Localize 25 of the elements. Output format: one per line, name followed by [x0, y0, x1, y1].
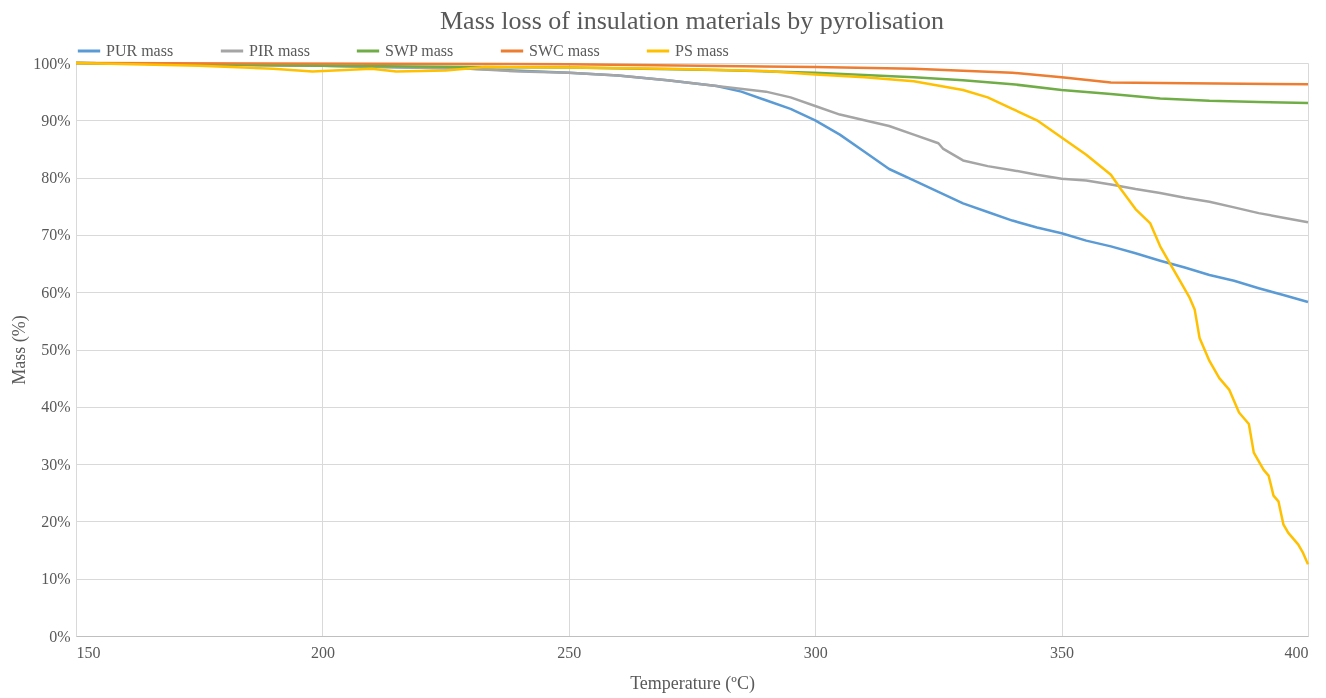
x-tick-label: 200: [310, 643, 335, 661]
x-tick-label: 300: [803, 643, 828, 661]
x-tick-label: 150: [76, 643, 101, 661]
legend-label: SWP mass: [385, 42, 454, 59]
x-tick-label: 350: [1050, 643, 1075, 661]
y-tick-label: 90%: [41, 111, 71, 129]
y-tick-label: 10%: [41, 570, 71, 588]
legend-label: PUR mass: [106, 42, 174, 59]
y-tick-label: 0%: [49, 627, 71, 645]
legend-label: SWC mass: [529, 42, 600, 59]
y-tick-label: 100%: [33, 54, 71, 72]
y-tick-label: 40%: [41, 398, 71, 416]
y-tick-label: 20%: [41, 512, 71, 530]
x-tick-label: 400: [1284, 643, 1309, 661]
y-tick-label: 70%: [41, 226, 71, 244]
legend-label: PIR mass: [249, 42, 310, 59]
y-tick-label: 50%: [41, 341, 71, 358]
x-axis-title: Temperature (ºC): [630, 672, 755, 694]
y-tick-label: 60%: [41, 283, 71, 301]
y-tick-label: 30%: [41, 455, 71, 473]
legend-label: PS mass: [675, 42, 729, 59]
y-tick-label: 80%: [41, 169, 71, 187]
chart-title: Mass loss of insulation materials by pyrolisation: [439, 6, 945, 35]
y-axis-title: Mass (%): [9, 315, 31, 385]
x-tick-label: 250: [557, 643, 582, 661]
